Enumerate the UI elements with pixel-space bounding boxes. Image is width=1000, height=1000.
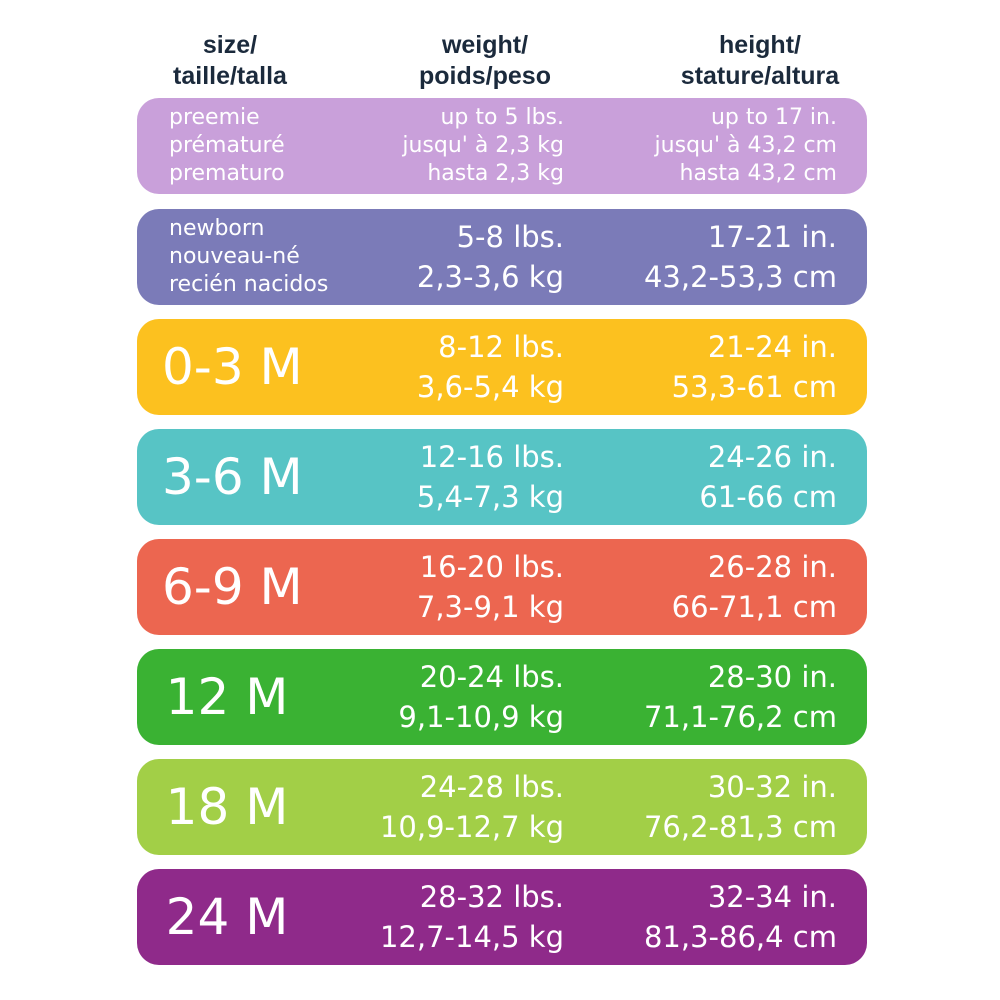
height-cell: 26-28 in. 66-71,1 cm [597,539,837,635]
height-value: 21-24 in. [707,330,837,364]
size-row-24m: 24 M 28-32 lbs. 12,7-14,5 kg 32-34 in. 8… [137,869,867,965]
height-value: jusqu' à 43,2 cm [654,133,837,158]
height-column-header: height/ stature/altura [650,30,870,92]
size-cell: preemie prématuré prematuro [169,98,399,194]
height-header-line: stature/altura [680,62,840,90]
size-label: 0-3 M [162,338,303,396]
size-label: 6-9 M [162,558,303,616]
weight-value: hasta 2,3 kg [427,161,564,186]
weight-cell: 28-32 lbs. 12,7-14,5 kg [324,869,564,965]
weight-cell: 16-20 lbs. 7,3-9,1 kg [324,539,564,635]
weight-cell: up to 5 lbs. jusqu' à 2,3 kg hasta 2,3 k… [324,98,564,194]
weight-cell: 5-8 lbs. 2,3-3,6 kg [324,209,564,305]
height-value: 26-28 in. [707,550,837,584]
weight-value: 16-20 lbs. [419,550,564,584]
size-cell: 24 M [137,869,317,965]
size-label: newborn [169,216,265,241]
height-cell: 30-32 in. 76,2-81,3 cm [597,759,837,855]
height-value: 53,3-61 cm [671,370,837,404]
size-label: 18 M [165,778,289,836]
size-column-header: size/ taille/talla [140,30,320,92]
weight-value: jusqu' à 2,3 kg [402,133,564,158]
size-label: 12 M [165,668,289,726]
weight-value: 28-32 lbs. [419,880,564,914]
height-value: up to 17 in. [710,105,837,130]
weight-value: 24-28 lbs. [419,770,564,804]
size-row-6-9m: 6-9 M 16-20 lbs. 7,3-9,1 kg 26-28 in. 66… [137,539,867,635]
size-label: prématuré [169,133,285,158]
size-cell: 0-3 M [162,319,392,415]
height-value: 81,3-86,4 cm [643,920,837,954]
size-label: preemie [169,105,260,130]
height-value: 71,1-76,2 cm [643,700,837,734]
height-value: 17-21 in. [707,220,837,254]
size-label: recién nacidos [169,272,329,297]
weight-header-line: weight/ [441,31,529,59]
weight-column-header: weight/ poids/peso [380,30,590,92]
height-value: 66-71,1 cm [671,590,837,624]
weight-value: 12,7-14,5 kg [379,920,564,954]
weight-value: 3,6-5,4 kg [416,370,564,404]
height-value: hasta 43,2 cm [679,161,838,186]
size-label: 3-6 M [162,448,303,506]
height-value: 76,2-81,3 cm [643,810,837,844]
size-cell: 18 M [137,759,317,855]
height-value: 32-34 in. [707,880,837,914]
height-cell: 24-26 in. 61-66 cm [597,429,837,525]
size-row-18m: 18 M 24-28 lbs. 10,9-12,7 kg 30-32 in. 7… [137,759,867,855]
height-cell: 32-34 in. 81,3-86,4 cm [597,869,837,965]
size-row-newborn: newborn nouveau-né recién nacidos 5-8 lb… [137,209,867,305]
weight-value: 20-24 lbs. [419,660,564,694]
size-row-12m: 12 M 20-24 lbs. 9,1-10,9 kg 28-30 in. 71… [137,649,867,745]
weight-value: 12-16 lbs. [419,440,564,474]
weight-value: 9,1-10,9 kg [398,700,564,734]
size-row-3-6m: 3-6 M 12-16 lbs. 5,4-7,3 kg 24-26 in. 61… [137,429,867,525]
weight-value: 10,9-12,7 kg [379,810,564,844]
weight-value: 2,3-3,6 kg [416,260,564,294]
weight-cell: 12-16 lbs. 5,4-7,3 kg [324,429,564,525]
size-label: 24 M [165,888,289,946]
height-header-line: height/ [719,31,801,59]
weight-cell: 24-28 lbs. 10,9-12,7 kg [324,759,564,855]
weight-value: up to 5 lbs. [440,105,564,130]
weight-cell: 8-12 lbs. 3,6-5,4 kg [324,319,564,415]
height-value: 24-26 in. [707,440,837,474]
height-value: 30-32 in. [707,770,837,804]
height-cell: 28-30 in. 71,1-76,2 cm [597,649,837,745]
weight-header-line: poids/peso [419,62,551,90]
height-cell: up to 17 in. jusqu' à 43,2 cm hasta 43,2… [597,98,837,194]
height-value: 43,2-53,3 cm [643,260,837,294]
size-label: nouveau-né [169,244,300,269]
height-value: 61-66 cm [699,480,837,514]
weight-value: 8-12 lbs. [438,330,564,364]
weight-value: 7,3-9,1 kg [416,590,564,624]
size-row-preemie: preemie prématuré prematuro up to 5 lbs.… [137,98,867,194]
size-header-line: size/ [202,31,258,59]
size-header-line: taille/talla [173,62,287,90]
size-cell: 3-6 M [162,429,392,525]
weight-cell: 20-24 lbs. 9,1-10,9 kg [324,649,564,745]
size-row-0-3m: 0-3 M 8-12 lbs. 3,6-5,4 kg 21-24 in. 53,… [137,319,867,415]
size-cell: 12 M [137,649,317,745]
size-cell: 6-9 M [162,539,392,635]
weight-value: 5,4-7,3 kg [416,480,564,514]
height-value: 28-30 in. [707,660,837,694]
height-cell: 21-24 in. 53,3-61 cm [597,319,837,415]
size-label: prematuro [169,161,285,186]
weight-value: 5-8 lbs. [456,220,564,254]
size-cell: newborn nouveau-né recién nacidos [169,209,399,305]
height-cell: 17-21 in. 43,2-53,3 cm [597,209,837,305]
